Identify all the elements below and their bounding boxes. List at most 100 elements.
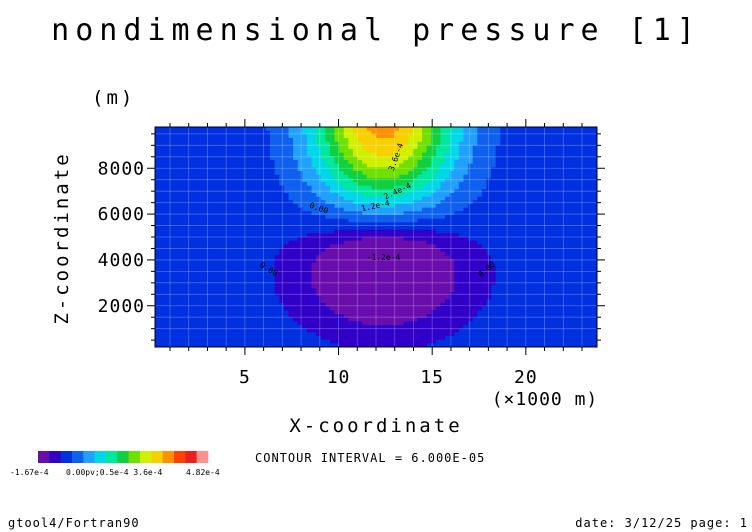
field-cell <box>408 288 414 293</box>
field-cell <box>477 171 483 176</box>
field-cell <box>155 273 161 278</box>
field-cell <box>242 204 248 209</box>
field-cell <box>362 174 368 179</box>
field-cell <box>306 303 313 308</box>
field-cell <box>431 218 437 223</box>
field-cell <box>191 266 198 271</box>
field-cell <box>491 277 497 282</box>
field-cell <box>228 343 234 347</box>
field-cell <box>348 332 354 337</box>
field-cell <box>504 174 511 179</box>
field-cell <box>270 273 276 278</box>
field-cell <box>329 211 336 216</box>
field-cell <box>270 167 276 172</box>
field-cell <box>228 317 234 322</box>
field-cell <box>371 281 377 286</box>
field-cell <box>187 207 193 212</box>
field-cell <box>380 251 386 256</box>
field-cell <box>352 295 359 300</box>
field-cell <box>233 145 239 150</box>
field-cell <box>247 200 253 205</box>
field-cell <box>237 270 244 275</box>
field-cell <box>389 336 396 341</box>
field-cell <box>352 266 359 271</box>
field-cell <box>472 222 478 227</box>
field-cell <box>385 185 391 190</box>
field-cell <box>426 240 432 245</box>
field-cell <box>408 299 414 304</box>
field-cell <box>495 332 501 337</box>
field-cell <box>385 314 391 319</box>
field-cell <box>371 306 377 311</box>
field-cell <box>468 262 474 267</box>
field-cell <box>306 240 313 245</box>
field-cell <box>173 288 179 293</box>
field-cell <box>265 332 271 337</box>
field-cell <box>380 262 386 267</box>
field-cell <box>477 314 483 319</box>
field-cell <box>196 328 202 333</box>
field-cell <box>325 134 331 139</box>
field-cell <box>196 193 202 198</box>
field-cell <box>362 240 368 245</box>
field-cell <box>311 178 317 183</box>
field-cell <box>408 160 414 165</box>
field-cell <box>389 270 396 275</box>
field-cell <box>270 182 276 187</box>
field-cell <box>523 303 529 308</box>
field-cell <box>371 255 377 260</box>
field-cell <box>481 288 488 293</box>
field-cell <box>527 244 534 249</box>
field-cell <box>422 189 428 194</box>
field-cell <box>297 174 303 179</box>
field-cell <box>412 160 419 165</box>
field-cell <box>283 321 290 326</box>
field-cell <box>168 207 175 212</box>
field-cell <box>458 336 465 341</box>
field-cell <box>279 174 285 179</box>
field-cell <box>205 185 211 190</box>
field-cell <box>352 218 359 223</box>
field-cell <box>376 321 382 326</box>
field-cell <box>417 163 423 168</box>
field-cell <box>518 200 524 205</box>
field-cell <box>468 284 474 289</box>
field-cell <box>219 226 225 231</box>
field-cell <box>380 321 386 326</box>
field-cell <box>205 207 211 212</box>
field-cell <box>224 233 230 238</box>
field-cell <box>408 222 414 227</box>
field-cell <box>463 196 469 201</box>
field-cell <box>205 277 211 282</box>
field-cell <box>293 306 299 311</box>
field-cell <box>247 339 253 344</box>
field-cell <box>196 167 202 172</box>
field-cell <box>247 328 253 333</box>
field-cell <box>394 229 400 234</box>
field-cell <box>527 266 534 271</box>
field-cell <box>178 339 184 344</box>
field-cell <box>376 182 382 187</box>
field-cell <box>288 215 294 220</box>
field-cell <box>371 171 377 176</box>
field-cell <box>417 130 423 135</box>
field-cell <box>514 343 520 347</box>
field-cell <box>168 310 175 315</box>
field-cell <box>380 134 386 139</box>
field-cell <box>486 200 492 205</box>
field-cell <box>348 218 354 223</box>
field-cell <box>380 200 386 205</box>
field-cell <box>500 306 506 311</box>
field-cell <box>357 281 363 286</box>
field-cell <box>343 292 349 297</box>
field-cell <box>352 314 359 319</box>
field-cell <box>491 270 497 275</box>
field-cell <box>491 266 497 271</box>
field-cell <box>486 160 492 165</box>
field-cell <box>514 174 520 179</box>
field-cell <box>320 141 326 146</box>
field-cell <box>178 156 184 161</box>
field-cell <box>242 306 248 311</box>
field-cell <box>449 211 455 216</box>
field-cell <box>422 328 428 333</box>
